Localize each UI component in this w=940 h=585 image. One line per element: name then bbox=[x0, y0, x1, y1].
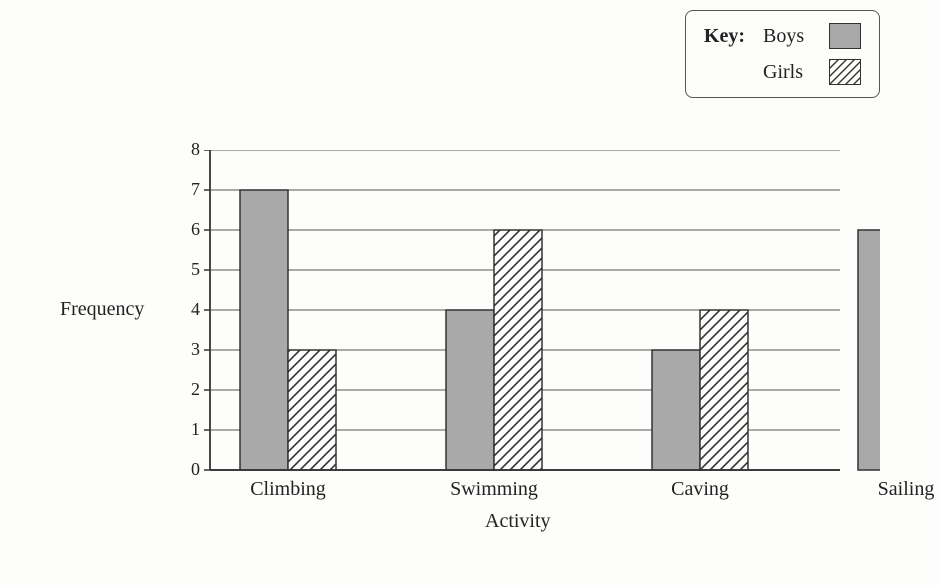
legend-row-boys: Key: Boys bbox=[704, 21, 861, 51]
stage: Key: Boys Key: Girls Frequency bbox=[0, 0, 940, 585]
bar-chart bbox=[60, 150, 880, 510]
category-label: Climbing bbox=[228, 478, 348, 501]
legend-swatch-boys bbox=[829, 23, 861, 49]
bar bbox=[494, 230, 542, 470]
bar bbox=[446, 310, 494, 470]
bar bbox=[652, 350, 700, 470]
category-label: Sailing bbox=[846, 478, 940, 501]
y-tick-label: 5 bbox=[176, 259, 200, 280]
bar bbox=[858, 230, 880, 470]
y-tick-label: 4 bbox=[176, 299, 200, 320]
y-axis-label: Frequency bbox=[60, 298, 144, 321]
category-label: Caving bbox=[640, 478, 760, 501]
bar bbox=[700, 310, 748, 470]
legend-swatch-girls bbox=[829, 59, 861, 85]
y-tick-label: 6 bbox=[176, 219, 200, 240]
legend-label-boys: Boys bbox=[763, 25, 823, 48]
bar bbox=[288, 350, 336, 470]
category-label: Swimming bbox=[434, 478, 554, 501]
y-tick-label: 3 bbox=[176, 339, 200, 360]
legend-key-label: Key: bbox=[704, 25, 745, 48]
hatch-icon bbox=[830, 60, 860, 84]
y-tick-label: 7 bbox=[176, 179, 200, 200]
legend-box: Key: Boys Key: Girls bbox=[685, 10, 880, 98]
x-axis-label: Activity bbox=[485, 510, 551, 533]
bar bbox=[240, 190, 288, 470]
y-tick-label: 1 bbox=[176, 419, 200, 440]
legend-row-girls: Key: Girls bbox=[704, 57, 861, 87]
y-tick-label: 2 bbox=[176, 379, 200, 400]
chart-area: Frequency 012345678 ClimbingSwimmingCavi… bbox=[60, 150, 880, 570]
y-tick-label: 0 bbox=[176, 459, 200, 480]
legend-label-girls: Girls bbox=[763, 61, 823, 84]
y-tick-label: 8 bbox=[176, 139, 200, 160]
bars bbox=[240, 190, 880, 470]
